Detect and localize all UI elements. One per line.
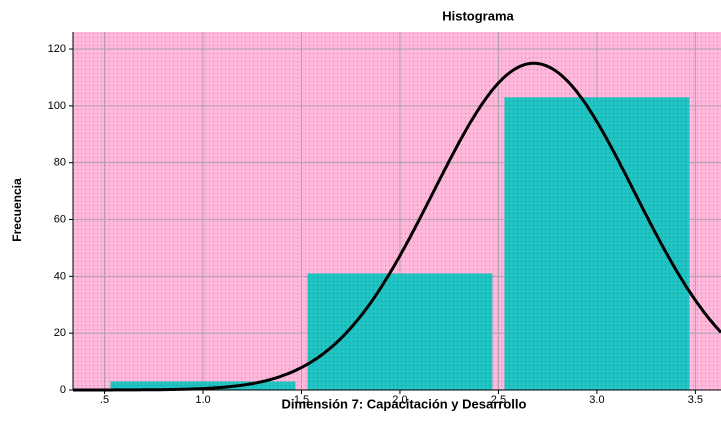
x-tick-label: 3.0 <box>589 394 604 406</box>
y-tick-label: 60 <box>54 213 66 225</box>
bar-texture <box>110 381 296 390</box>
x-tick-label: 3.5 <box>688 394 703 406</box>
y-tick-label: 0 <box>60 384 66 396</box>
bar-texture <box>504 97 690 390</box>
x-axis-label: Dimensión 7: Capacitación y Desarrollo <box>282 396 527 411</box>
x-tick-label: 2.0 <box>392 394 407 406</box>
x-tick-label: 2.5 <box>491 394 506 406</box>
y-axis-label: Frecuencia <box>10 178 24 242</box>
y-tick-label: 120 <box>48 43 66 55</box>
y-tick-label: 80 <box>54 157 66 169</box>
x-tick-label: 1.0 <box>195 394 210 406</box>
x-tick-label: .5 <box>100 394 109 406</box>
y-tick-label: 40 <box>54 270 66 282</box>
x-tick-label: 1.5 <box>294 394 309 406</box>
y-tick-label: 100 <box>48 100 66 112</box>
bar-texture <box>307 273 493 390</box>
chart-title: Histograma <box>442 8 514 23</box>
y-tick-label: 20 <box>54 327 66 339</box>
normal-curve <box>73 61 721 392</box>
